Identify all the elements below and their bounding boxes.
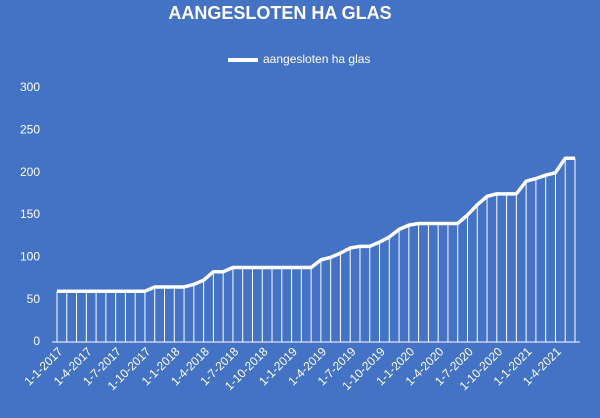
series-line <box>57 156 575 293</box>
chart-title: AANGESLOTEN HA GLAS <box>168 3 391 23</box>
y-tick-label: 50 <box>27 292 41 306</box>
y-tick-label: 100 <box>20 250 40 264</box>
legend-label: aangesloten ha glas <box>263 52 370 66</box>
y-tick-label: 200 <box>20 165 40 179</box>
y-tick-label: 250 <box>20 123 40 137</box>
y-tick-label: 150 <box>20 207 40 221</box>
y-tick-label: 300 <box>20 80 40 94</box>
y-tick-label: 0 <box>33 334 40 348</box>
